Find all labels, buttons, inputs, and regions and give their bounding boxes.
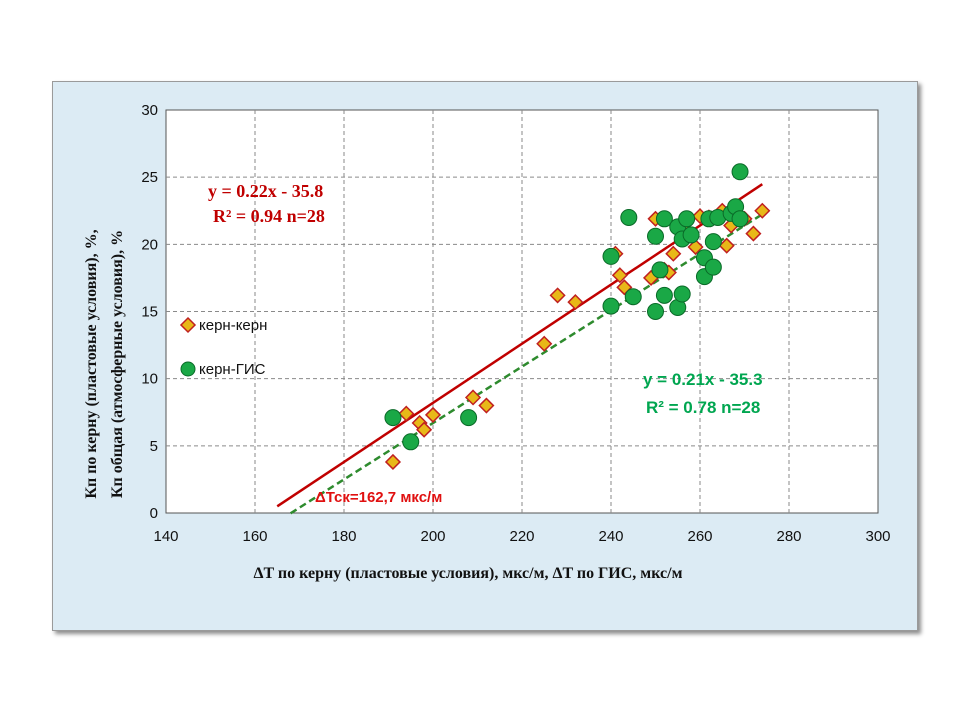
point-kern-gis [731, 210, 749, 228]
y-axis-title: Кп по керну (пластовые условия), %, Кп о… [83, 229, 126, 498]
trendline-kern-gis [289, 213, 763, 515]
y-axis-title-line-2: Кп общая (атмосферные условия), % [109, 230, 126, 498]
trend-equation-green: y = 0.21x - 35.3 [643, 370, 763, 389]
point-kern-kern [398, 405, 415, 422]
point-kern-gis [460, 409, 478, 427]
point-kern-gis [655, 286, 673, 304]
point-kern-kern [464, 389, 482, 406]
legend-circle-marker [180, 361, 196, 377]
legend-diamond-marker [179, 316, 197, 334]
point-kern-gis [402, 433, 420, 451]
legend-item-kern-kern: керн-керн [179, 316, 267, 334]
point-kern-gis [655, 210, 673, 228]
legend-label-kern-kern: керн-керн [199, 317, 267, 334]
x-tick-label: 140 [153, 528, 178, 545]
dt-skeleton-annotation: ΔТск=162,7 мкс/м [315, 489, 442, 506]
y-tick-label: 30 [141, 102, 158, 119]
x-tick-label: 200 [420, 528, 445, 545]
y-axis-ticks: 0 5 10 15 20 25 30 [141, 102, 158, 522]
y-tick-label: 0 [150, 505, 158, 522]
point-kern-gis [704, 233, 722, 251]
point-kern-gis [647, 227, 664, 245]
point-kern-kern [478, 397, 495, 414]
y-axis-title-line-1: Кп по керну (пластовые условия), %, [83, 229, 100, 498]
y-tick-label: 20 [141, 236, 158, 253]
y-tick-label: 25 [141, 169, 158, 186]
point-kern-gis [620, 208, 638, 226]
legend-item-kern-gis: керн-ГИС [180, 361, 266, 378]
x-tick-label: 180 [331, 528, 356, 545]
point-kern-gis [624, 288, 642, 306]
trend-r2-green: R² = 0.78 n=28 [646, 398, 760, 417]
point-kern-gis [704, 258, 722, 276]
scatter-chart: 140 160 180 200 220 240 260 280 300 0 5 10 15 20 25 30… [83, 102, 891, 582]
legend-label-kern-gis: керн-ГИС [199, 361, 266, 378]
y-tick-label: 15 [141, 304, 158, 321]
trend-equation-red: y = 0.22x - 35.8 [208, 181, 323, 201]
point-kern-gis [678, 210, 696, 228]
x-tick-label: 300 [865, 528, 890, 545]
point-kern-kern [745, 225, 762, 242]
point-kern-gis [731, 163, 749, 181]
point-kern-gis [602, 247, 620, 265]
trend-r2-red: R² = 0.94 n=28 [213, 206, 325, 226]
point-kern-kern [665, 245, 682, 262]
point-kern-gis [673, 285, 691, 303]
point-kern-kern [384, 453, 402, 471]
point-kern-gis [651, 261, 669, 279]
x-tick-label: 220 [509, 528, 534, 545]
point-kern-gis [682, 226, 700, 244]
chart-frame: 140 160 180 200 220 240 260 280 300 0 5 10 15 20 25 30… [52, 81, 918, 631]
x-tick-label: 160 [242, 528, 267, 545]
x-tick-label: 260 [687, 528, 712, 545]
point-kern-kern [549, 287, 566, 304]
point-kern-kern [611, 267, 628, 284]
point-kern-kern [718, 237, 735, 254]
plot-area [165, 109, 879, 514]
point-kern-kern [567, 294, 584, 311]
point-kern-kern [424, 406, 442, 423]
y-tick-label: 5 [150, 438, 158, 455]
point-kern-kern [687, 238, 704, 256]
x-axis-ticks: 140 160 180 200 220 240 260 280 300 [153, 528, 890, 545]
legend: керн-керн керн-ГИС [179, 316, 267, 378]
x-axis-title: ΔT по керну (пластовые условия), мкс/м, … [254, 565, 683, 582]
point-kern-gis [384, 409, 402, 427]
point-kern-kern [536, 335, 553, 352]
point-kern-kern [416, 421, 433, 438]
point-kern-gis [602, 297, 620, 315]
x-tick-label: 280 [776, 528, 801, 545]
y-tick-label: 10 [141, 371, 158, 388]
x-tick-label: 240 [598, 528, 623, 545]
data-points [384, 163, 771, 471]
point-kern-gis [647, 303, 664, 320]
point-kern-kern [754, 202, 771, 219]
